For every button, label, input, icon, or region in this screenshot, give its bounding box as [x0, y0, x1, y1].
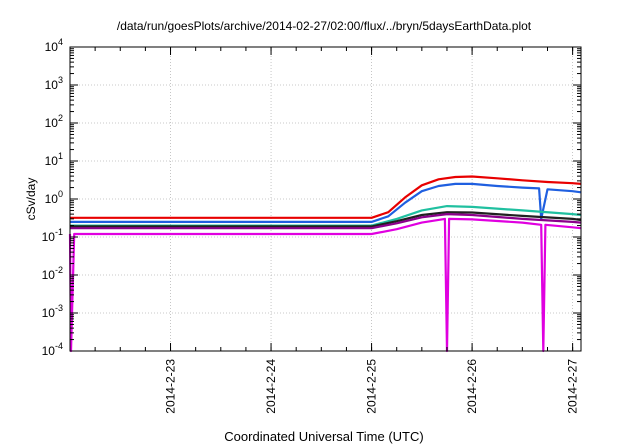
- x-tick-label: 2014-2-24: [264, 359, 278, 414]
- y-tick-label: 102: [45, 113, 63, 130]
- series-line-1: [70, 175, 582, 219]
- y-tick-label: 104: [45, 37, 63, 54]
- series-line-3: [70, 205, 582, 227]
- y-tick-label: 103: [45, 75, 63, 92]
- x-tick-labels: 2014-2-23 2014-2-24 2014-2-25 2014-2-26 2014…: [164, 359, 580, 414]
- axis-ticks: [69, 46, 581, 352]
- x-axis-label: Coordinated Universal Time (UTC): [224, 429, 423, 444]
- x-tick-label: 2014-2-26: [465, 359, 479, 414]
- y-tick-label: 10-3: [42, 303, 63, 320]
- y-tick-label: 101: [45, 151, 63, 168]
- y-tick-labels: 10-4 10-3 10-2 10-1 100 101 102 103 104: [42, 37, 63, 358]
- chart-title: /data/run/goesPlots/archive/2014-02-27/0…: [117, 19, 532, 33]
- series-line-5: [70, 213, 582, 230]
- y-tick-label: 100: [45, 189, 63, 206]
- y-tick-label: 10-2: [42, 265, 63, 282]
- y-tick-label: 10-1: [42, 227, 63, 244]
- series-line-6: [68, 217, 582, 353]
- x-tick-label: 2014-2-23: [164, 359, 178, 414]
- y-axis-label: cSv/day: [24, 178, 38, 221]
- y-tick-label: 10-4: [42, 341, 63, 358]
- x-tick-label: 2014-2-27: [566, 359, 580, 414]
- series-line-4: [70, 211, 582, 228]
- series-lines: [68, 175, 582, 353]
- x-tick-label: 2014-2-25: [365, 359, 379, 414]
- series-line-2: [70, 182, 582, 223]
- grid-lines: [70, 47, 581, 351]
